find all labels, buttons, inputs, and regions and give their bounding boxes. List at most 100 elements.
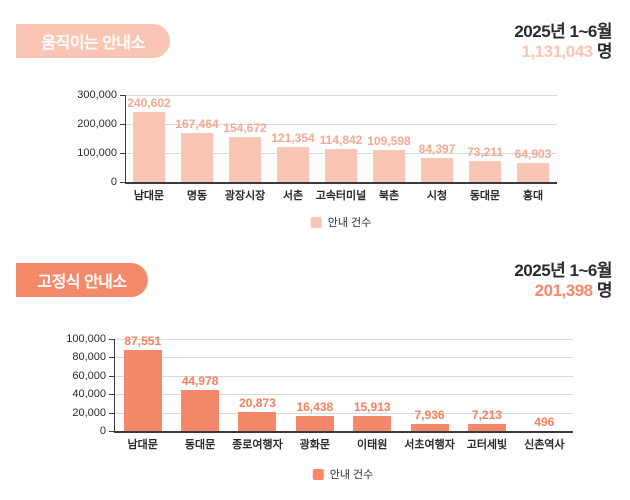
fixed-chart-legend: 안내 건수 bbox=[312, 466, 374, 482]
category-label: 종로여행자 bbox=[232, 439, 283, 451]
y-axis-tick-label: 60,000 bbox=[72, 369, 106, 382]
fixed-period-block: 2025년 1~6월 201,398 명 bbox=[514, 261, 612, 301]
moving-chart-legend: 안내 건수 bbox=[310, 214, 372, 230]
x-axis-line bbox=[114, 431, 573, 433]
gridline bbox=[125, 95, 557, 96]
fixed-total-unit: 명 bbox=[596, 281, 613, 300]
moving-total-unit: 명 bbox=[596, 42, 613, 61]
category-label: 명동 bbox=[186, 190, 208, 202]
category-label: 남대문 bbox=[133, 190, 165, 202]
category-label: 이태원 bbox=[357, 439, 388, 451]
y-axis-tick bbox=[109, 357, 114, 359]
y-axis-tick bbox=[109, 412, 114, 414]
category-label: 북촌 bbox=[378, 190, 400, 202]
bar bbox=[517, 163, 549, 182]
bar bbox=[277, 146, 309, 182]
category-label: 광장시장 bbox=[224, 190, 266, 202]
category-label: 동대문 bbox=[469, 190, 501, 202]
gridline bbox=[114, 394, 573, 396]
x-axis-line bbox=[125, 182, 557, 184]
y-axis-tick-label: 0 bbox=[110, 176, 117, 188]
category-label: 남대문 bbox=[127, 439, 158, 451]
bar-value-label: 44,978 bbox=[181, 373, 219, 388]
category-label: 고터세빛 bbox=[466, 439, 508, 451]
bar-value-label: 7,936 bbox=[414, 407, 445, 422]
y-axis-line bbox=[125, 95, 126, 182]
bar-value-label: 20,873 bbox=[239, 395, 276, 410]
bar-value-label: 64,903 bbox=[514, 147, 552, 162]
y-axis-tick bbox=[109, 394, 114, 396]
bar bbox=[421, 157, 453, 182]
y-axis-line bbox=[114, 339, 115, 431]
bar-value-label: 121,354 bbox=[271, 130, 315, 145]
bar bbox=[133, 112, 165, 182]
bar-value-label: 84,397 bbox=[418, 141, 456, 156]
category-label: 동대문 bbox=[184, 439, 216, 451]
category-label: 고속터미널 bbox=[315, 190, 367, 202]
legend-label: 안내 건수 bbox=[327, 217, 372, 229]
y-axis-tick bbox=[120, 182, 125, 183]
gridline bbox=[114, 412, 573, 414]
gridline bbox=[114, 357, 573, 359]
moving-total-line: 1,131,043 명 bbox=[514, 42, 612, 62]
bar-value-label: 16,438 bbox=[296, 399, 334, 414]
gridline bbox=[114, 375, 573, 377]
bar bbox=[325, 148, 357, 182]
bar bbox=[295, 415, 334, 431]
category-label: 서촌 bbox=[282, 190, 304, 202]
legend-label: 안내 건수 bbox=[329, 469, 374, 481]
bar bbox=[229, 137, 261, 182]
bar-value-label: 240,602 bbox=[127, 96, 171, 111]
bar-value-label: 496 bbox=[534, 414, 555, 429]
y-axis-tick-label: 20,000 bbox=[72, 406, 106, 419]
bar bbox=[353, 416, 392, 431]
y-axis-tick bbox=[109, 375, 114, 377]
bar-value-label: 114,842 bbox=[319, 132, 363, 147]
bar-value-label: 73,211 bbox=[466, 144, 504, 159]
y-axis-tick bbox=[109, 431, 114, 432]
y-axis-tick bbox=[120, 153, 125, 154]
bar-value-label: 109,598 bbox=[367, 134, 411, 149]
bar-value-label: 154,672 bbox=[223, 121, 267, 136]
category-label: 서초여행자 bbox=[404, 439, 455, 451]
fixed-info-badge: 고정식 안내소 bbox=[16, 263, 148, 297]
bar bbox=[181, 389, 220, 431]
fixed-total-count: 201,398 bbox=[534, 281, 593, 300]
bar bbox=[410, 423, 449, 431]
fixed-period-label: 2025년 1~6월 bbox=[514, 261, 612, 280]
moving-total-count: 1,131,043 bbox=[521, 42, 593, 61]
category-label: 신촌역사 bbox=[524, 439, 565, 451]
y-axis-tick-label: 100,000 bbox=[66, 333, 106, 345]
bar-value-label: 167,464 bbox=[175, 117, 219, 132]
y-axis-tick-label: 80,000 bbox=[72, 351, 106, 364]
y-axis-tick-label: 300,000 bbox=[77, 89, 117, 101]
y-axis-tick bbox=[120, 124, 125, 125]
y-axis-tick bbox=[109, 339, 114, 340]
y-axis-tick-label: 200,000 bbox=[77, 118, 117, 130]
bar bbox=[181, 133, 213, 182]
moving-info-badge-label: 움직이는 안내소 bbox=[41, 35, 145, 52]
y-axis-tick-label: 40,000 bbox=[72, 388, 106, 401]
category-label: 홍대 bbox=[522, 190, 544, 202]
bar bbox=[373, 150, 405, 182]
legend-swatch-icon bbox=[310, 216, 322, 228]
legend-swatch-icon bbox=[312, 468, 324, 480]
bar bbox=[123, 350, 162, 431]
moving-period-block: 2025년 1~6월 1,131,043 명 bbox=[514, 22, 612, 62]
bar bbox=[467, 424, 506, 431]
gridline bbox=[125, 124, 557, 125]
y-axis-tick bbox=[120, 95, 125, 96]
bar-value-label: 7,213 bbox=[471, 408, 502, 423]
bar-value-label: 87,551 bbox=[124, 334, 162, 349]
bar bbox=[469, 160, 501, 182]
gridline bbox=[114, 339, 573, 340]
moving-period-label: 2025년 1~6월 bbox=[514, 22, 612, 41]
fixed-info-badge-label: 고정식 안내소 bbox=[37, 274, 127, 291]
category-label: 시청 bbox=[426, 190, 448, 202]
y-axis-tick-label: 0 bbox=[99, 425, 106, 437]
moving-info-badge: 움직이는 안내소 bbox=[16, 24, 170, 58]
bar-value-label: 15,913 bbox=[353, 400, 391, 415]
fixed-total-line: 201,398 명 bbox=[514, 281, 613, 301]
y-axis-tick-label: 100,000 bbox=[77, 147, 117, 159]
